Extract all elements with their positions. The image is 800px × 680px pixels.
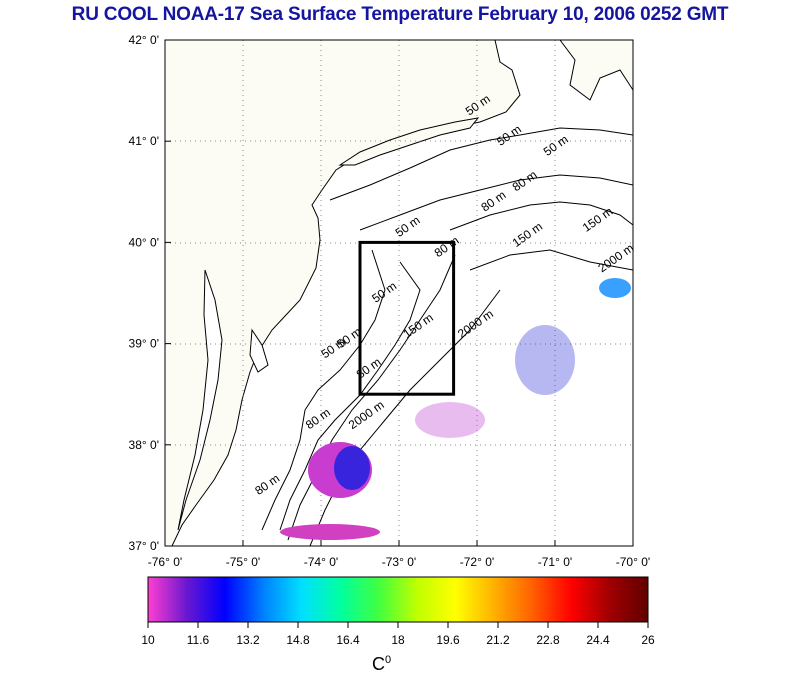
colorbar-tick-label: 26 — [641, 633, 655, 647]
lat-tick-label: 38° 0' — [129, 438, 159, 452]
lon-tick-label: -74° 0' — [304, 555, 338, 569]
colorbar-ticks: 10 11.6 13.2 14.8 16.4 18 19.6 21.2 22.8 24.4 26 — [141, 622, 655, 647]
map-title: RU COOL NOAA-17 Sea Surface Temperature … — [71, 4, 729, 25]
study-region-box — [358, 240, 456, 396]
cape-cod — [559, 40, 633, 101]
colorbar-tick-label: 16.4 — [336, 633, 360, 647]
lon-tick-label: -70° 0' — [616, 555, 650, 569]
colorbar — [147, 576, 649, 623]
lat-tick-label: 39° 0' — [129, 337, 159, 351]
grid-lines — [165, 40, 633, 546]
sst-patch-east — [515, 325, 575, 395]
colorbar-tick-label: 11.6 — [187, 633, 210, 647]
sst-patch-southwest — [280, 524, 380, 540]
colorbar-tick-label: 21.2 — [486, 633, 510, 647]
axis-ticks: -76° 0' -75° 0' -74° 0' -73° 0' -72° 0' -71° … — [129, 33, 651, 569]
colorbar-tick-label: 19.6 — [436, 633, 460, 647]
lat-tick-label: 40° 0' — [129, 235, 159, 249]
lon-tick-label: -75° 0' — [226, 555, 260, 569]
colorbar-tick-label: 13.2 — [236, 633, 260, 647]
sst-data-overlay — [280, 278, 631, 540]
lat-tick-label: 37° 0' — [129, 539, 159, 553]
sst-patch-scatter — [415, 402, 485, 438]
lon-tick-label: -76° 0' — [148, 555, 182, 569]
sst-patch-northeast — [599, 278, 631, 298]
colorbar-tick-label: 10 — [141, 633, 155, 647]
colorbar-tick-label: 24.4 — [586, 633, 610, 647]
lon-tick-label: -73° 0' — [382, 555, 416, 569]
contour-2000m — [309, 249, 633, 546]
delaware-bay — [249, 328, 269, 373]
colorbar-unit-label: C0 — [372, 654, 391, 675]
long-island — [338, 117, 480, 166]
contour-50m — [261, 127, 633, 531]
land-mass — [165, 40, 521, 546]
sst-patch-south-blue — [334, 446, 370, 490]
colorbar-tick-label: 18 — [391, 633, 405, 647]
colorbar-tick-label: 14.8 — [286, 633, 310, 647]
colorbar-unit-text: C — [372, 654, 385, 674]
colorbar-tick-label: 22.8 — [536, 633, 560, 647]
lat-tick-label: 42° 0' — [129, 33, 159, 47]
lat-tick-label: 41° 0' — [129, 134, 159, 148]
lon-tick-label: -72° 0' — [460, 555, 494, 569]
lon-tick-label: -71° 0' — [538, 555, 572, 569]
chesapeake-bay — [177, 269, 223, 531]
colorbar-unit-superscript: 0 — [385, 654, 392, 666]
